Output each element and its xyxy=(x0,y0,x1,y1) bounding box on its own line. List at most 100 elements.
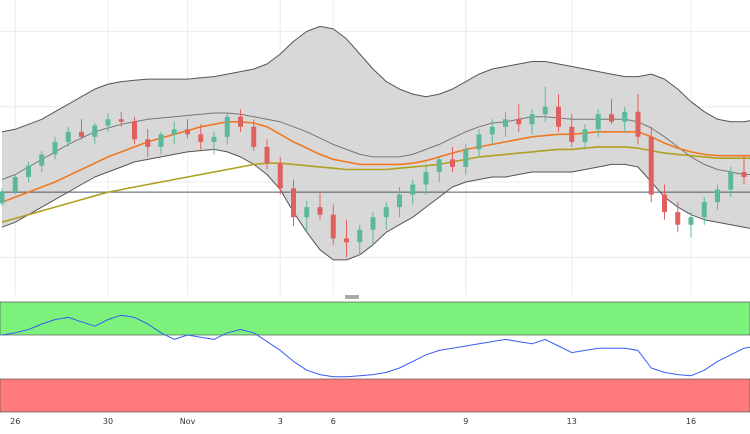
x-tick-label: 16 xyxy=(686,417,696,426)
candle xyxy=(529,109,535,135)
candle xyxy=(476,129,482,157)
candle-body xyxy=(171,129,177,135)
candle-body xyxy=(0,192,5,204)
candle-body xyxy=(52,141,58,155)
candle-body xyxy=(238,116,243,127)
candle-body xyxy=(516,119,522,125)
candle-body xyxy=(635,111,641,137)
candle-body xyxy=(728,171,734,190)
candle xyxy=(238,109,243,132)
candle-body xyxy=(662,194,667,213)
candle-body xyxy=(291,188,296,218)
candle-body xyxy=(648,136,654,195)
candle-body xyxy=(185,129,190,135)
candle xyxy=(0,188,5,206)
candle-body xyxy=(118,119,124,122)
candle xyxy=(92,123,98,145)
candle-body xyxy=(675,212,681,225)
bollinger-band-area xyxy=(2,26,750,260)
candle-body xyxy=(715,189,720,203)
candle-body xyxy=(145,139,151,147)
x-tick-label: 30 xyxy=(103,417,113,426)
candle xyxy=(463,144,469,175)
candle-body xyxy=(12,177,18,193)
candle xyxy=(39,150,45,172)
candle-body xyxy=(529,114,535,125)
oscillator-panel xyxy=(0,301,750,413)
candle-body xyxy=(450,159,455,167)
candle xyxy=(688,212,694,238)
candle-body xyxy=(397,194,402,208)
candle-body xyxy=(26,165,31,177)
candle xyxy=(397,187,402,218)
candle xyxy=(595,109,601,137)
x-tick-label: 6 xyxy=(331,417,336,426)
candle-body xyxy=(277,163,283,189)
x-tick-label: 9 xyxy=(463,417,468,426)
candle-body xyxy=(410,184,416,195)
candle xyxy=(344,219,349,258)
candle-body xyxy=(741,171,747,177)
candle xyxy=(12,174,18,195)
candle-body xyxy=(105,119,111,126)
candle-body xyxy=(688,217,694,225)
moving-average-slow xyxy=(1,146,750,223)
candle-body xyxy=(251,126,257,147)
candle xyxy=(291,179,296,226)
candle xyxy=(304,200,310,233)
candle xyxy=(211,131,217,155)
candle xyxy=(582,124,588,150)
candle xyxy=(489,119,495,145)
candle-body xyxy=(357,229,363,243)
x-axis: 26 30 Nov 3 6 9 13 16 xyxy=(10,417,696,426)
candle-body xyxy=(463,149,469,167)
candle-body xyxy=(264,146,270,164)
candle xyxy=(118,111,124,127)
oscillator-zone xyxy=(0,301,750,336)
candle xyxy=(145,129,151,157)
candle-body xyxy=(542,106,548,115)
candle xyxy=(410,179,416,205)
candle xyxy=(648,126,654,203)
candle-body xyxy=(132,121,137,140)
candle-body xyxy=(701,202,707,218)
candle-body xyxy=(304,207,310,218)
candle xyxy=(65,126,71,147)
candle-body xyxy=(198,134,204,142)
candle xyxy=(132,116,137,145)
candle-body xyxy=(476,134,482,150)
candle xyxy=(224,112,230,145)
candle xyxy=(423,164,429,195)
candle-body xyxy=(383,207,389,218)
price-panel xyxy=(0,0,750,299)
candle xyxy=(503,111,508,137)
candle xyxy=(569,114,575,147)
candle xyxy=(556,94,561,132)
candle xyxy=(79,119,84,140)
candle-body xyxy=(595,114,601,130)
candle-body xyxy=(503,119,508,127)
candle-body xyxy=(65,131,71,142)
candle xyxy=(701,197,707,225)
candle-body xyxy=(330,214,336,239)
candle xyxy=(715,184,720,210)
candle xyxy=(383,202,389,230)
candle-body xyxy=(317,207,323,215)
candle-body xyxy=(556,106,561,127)
candle xyxy=(370,212,376,245)
candle-body xyxy=(370,217,376,230)
bollinger-middle-line xyxy=(1,112,750,180)
candle xyxy=(198,124,204,150)
candle xyxy=(357,224,363,255)
candle-body xyxy=(344,238,349,243)
candle xyxy=(52,136,58,160)
candle-body xyxy=(569,126,575,142)
candle xyxy=(436,156,442,183)
oscillator-line xyxy=(1,314,750,378)
x-tick-label: 3 xyxy=(278,417,283,426)
candle-body xyxy=(39,154,45,166)
x-tick-label: 26 xyxy=(10,417,20,426)
candle-body xyxy=(489,126,495,135)
candle xyxy=(516,104,522,132)
candle xyxy=(741,156,747,185)
